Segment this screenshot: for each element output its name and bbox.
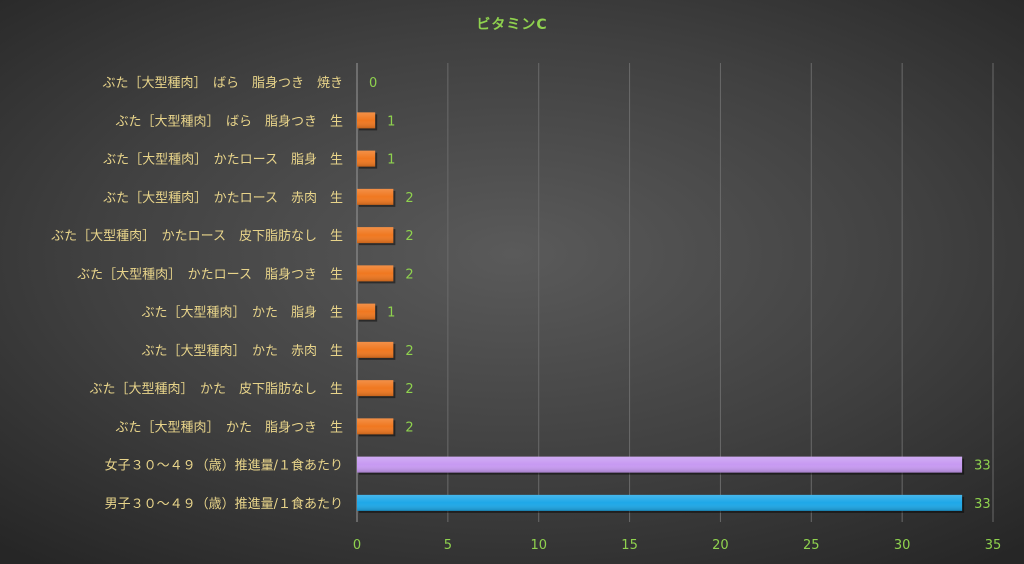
data-label: 1 (387, 114, 395, 129)
category-label: 男子３０～４９（歳）推進量/１食あたり (105, 496, 343, 512)
data-label: 2 (405, 344, 413, 359)
x-tick-label: 35 (985, 538, 1002, 553)
category-label: 女子３０～４９（歳）推進量/１食あたり (105, 458, 343, 474)
data-label: 2 (405, 267, 413, 282)
bar-highlight (357, 494, 963, 511)
category-label: ぶた［大型種肉］ かた 脂身つき 生 (115, 419, 343, 435)
category-label: ぶた［大型種肉］ かた 脂身 生 (141, 305, 343, 321)
category-label: ぶた［大型種肉］ かた 赤肉 生 (141, 343, 343, 359)
data-label: 2 (405, 229, 413, 244)
gridlines (356, 63, 994, 522)
x-tick-label: 10 (530, 538, 547, 553)
data-label: 33 (974, 459, 991, 474)
bar-highlight (357, 227, 394, 244)
bar-highlight (357, 380, 394, 397)
category-label: ぶた［大型種肉］ かたロース 赤肉 生 (103, 190, 343, 206)
category-label: ぶた［大型種肉］ ばら 脂身つき 焼き (102, 75, 343, 91)
bar-highlight (357, 188, 394, 205)
x-tick-label: 5 (444, 538, 452, 553)
bar-highlight (357, 150, 376, 167)
chart-title: ビタミンC (476, 17, 548, 33)
category-label: ぶた［大型種肉］ かたロース 皮下脂肪なし 生 (51, 228, 343, 244)
category-label: ぶた［大型種肉］ ばら 脂身つき 生 (115, 113, 343, 129)
bars (357, 112, 965, 513)
data-label: 2 (405, 420, 413, 435)
x-tick-label: 20 (712, 538, 729, 553)
x-tick-label: 30 (894, 538, 911, 553)
data-label: 1 (387, 153, 395, 168)
category-label: ぶた［大型種肉］ かたロース 脂身つき 生 (77, 266, 343, 282)
data-label: 33 (974, 497, 991, 512)
bar-highlight (357, 418, 394, 435)
x-tick-label: 0 (353, 538, 361, 553)
category-label: ぶた［大型種肉］ かたロース 脂身 生 (103, 152, 343, 168)
bar-highlight (357, 456, 963, 473)
data-label: 2 (405, 382, 413, 397)
bar-highlight (357, 303, 376, 320)
data-label: 2 (405, 191, 413, 206)
bar-highlight (357, 112, 376, 129)
data-label: 1 (387, 306, 395, 321)
bar-highlight (357, 341, 394, 358)
category-label: ぶた［大型種肉］ かた 皮下脂肪なし 生 (89, 381, 343, 397)
x-tick-label: 15 (621, 538, 638, 553)
bar-highlight (357, 265, 394, 282)
x-tick-label: 25 (803, 538, 820, 553)
data-label: 0 (369, 76, 377, 91)
labels: 0 5 10 15 20 25 30 35 ぶた［大型種肉］ ばら 脂身つき 焼き 0 ぶた［大型種… (51, 75, 1001, 553)
